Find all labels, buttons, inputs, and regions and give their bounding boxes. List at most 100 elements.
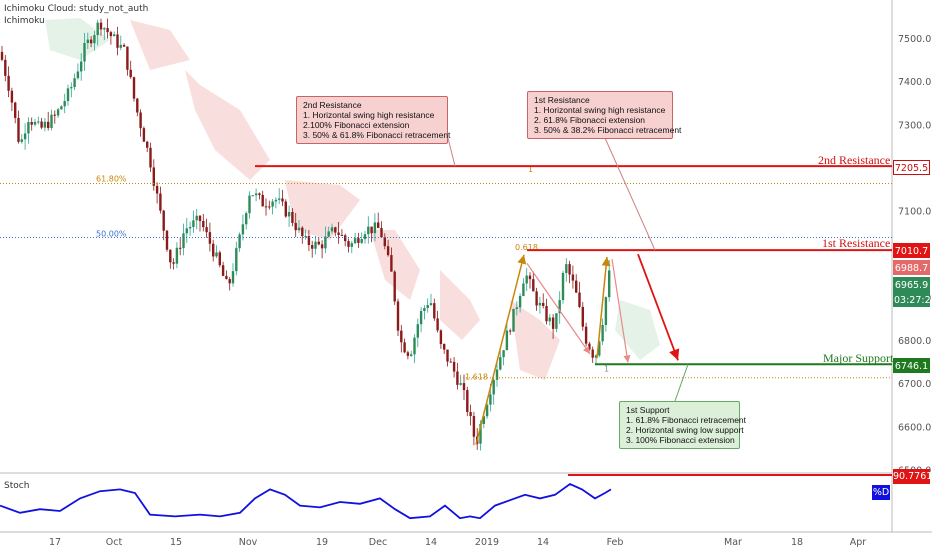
candle-body — [169, 249, 172, 263]
x-tick-label: Feb — [607, 537, 624, 548]
first-support-note[interactable]: 1st Support 1. 61.8% Fibonacci retraceme… — [619, 401, 746, 449]
candle-body — [456, 371, 459, 385]
candle-body — [76, 71, 80, 79]
candle-body — [330, 227, 334, 232]
candle-body — [238, 234, 241, 249]
candle-body — [525, 275, 528, 284]
candle-body — [241, 224, 245, 235]
y-tick-label: 7100.0 — [898, 207, 931, 218]
candle-body — [301, 227, 304, 237]
ichimoku-cloud-region — [615, 300, 660, 360]
candle-body — [43, 121, 47, 128]
candle-body — [99, 22, 103, 30]
candle-body — [386, 246, 390, 256]
candle-body — [423, 308, 426, 312]
candle-body — [264, 206, 268, 208]
candle-body — [228, 279, 231, 284]
candle-body — [518, 295, 522, 308]
ichimoku-cloud-region — [370, 230, 420, 300]
candle-body — [63, 101, 66, 107]
stoch-d-text: %D — [872, 487, 890, 498]
candle-body — [383, 237, 386, 247]
candle-body — [452, 361, 456, 372]
x-tick-label: Oct — [106, 537, 123, 548]
candle-body — [551, 317, 555, 329]
candle-body — [584, 326, 588, 344]
indicator-legend-ichimoku[interactable]: Ichimoku — [4, 16, 45, 26]
candle-body — [152, 167, 155, 186]
indicator-legend-cloud[interactable]: Ichimoku Cloud: study_not_auth — [4, 4, 149, 14]
candle-body — [53, 114, 56, 116]
candle-body — [106, 28, 109, 33]
candle-body — [23, 133, 27, 140]
x-tick-label: 18 — [791, 537, 803, 548]
price-tag-last: 6965.9 — [893, 277, 930, 292]
callout-connector — [604, 137, 656, 251]
candle-body — [542, 303, 545, 306]
stoch-value: 90.7761 — [893, 471, 932, 482]
candle-body — [608, 270, 611, 298]
stoch-label[interactable]: Stoch — [4, 481, 30, 491]
candle-body — [235, 248, 238, 272]
candle-body — [139, 112, 142, 129]
candle-body — [205, 227, 208, 233]
candle-body — [390, 255, 393, 272]
candle-body — [571, 274, 575, 281]
candle-body — [591, 349, 594, 358]
x-tick-label: 2019 — [475, 537, 499, 548]
candle-body — [522, 283, 525, 296]
candle-body — [195, 215, 198, 221]
candle-body — [4, 59, 7, 76]
note-line: 1. Horizontal swing high resistance — [534, 105, 666, 115]
fib-ext1-label: 1 — [528, 165, 533, 174]
stoch-line — [0, 482, 612, 520]
candle-body — [297, 227, 301, 231]
note-line: 1st Resistance — [534, 95, 590, 105]
note-line: 2. Horizontal swing low support — [626, 425, 744, 435]
candle-body — [446, 349, 449, 362]
candle-body — [311, 245, 314, 249]
candle-body — [509, 330, 512, 332]
candle-body — [66, 88, 70, 102]
candle-body — [40, 121, 43, 128]
candle-body — [202, 221, 205, 228]
candle-body — [278, 198, 281, 200]
candle-body — [377, 222, 380, 228]
note-line: 3. 50% & 61.8% Fibonacci retracement — [303, 130, 451, 140]
y-tick-label: 7500.0 — [898, 34, 931, 45]
price-tag-second-resistance: 7205.5 — [893, 160, 930, 175]
second-resistance-note[interactable]: 2nd Resistance 1. Horizontal swing high … — [296, 96, 451, 144]
candle-body — [155, 185, 159, 194]
correction-arrow-2 — [611, 258, 631, 363]
stoch-d-badge: %D — [872, 485, 890, 500]
candle-body — [344, 235, 347, 242]
candle-body — [393, 271, 396, 302]
candle-body — [314, 241, 317, 249]
candle-body — [159, 193, 162, 211]
candle-body — [439, 330, 443, 345]
price-tag-first-resistance: 7010.7 — [893, 243, 930, 258]
candle-body — [495, 369, 499, 380]
ichimoku-cloud-region — [185, 70, 270, 180]
candle-body — [433, 303, 436, 319]
y-tick-label: 7400.0 — [898, 77, 931, 88]
candle-body — [449, 361, 452, 363]
candle-body — [350, 243, 353, 247]
candle-body — [469, 412, 472, 417]
candle-body — [20, 139, 23, 142]
candle-body — [462, 383, 466, 391]
candle-body — [162, 210, 165, 231]
note-line: 3. 50% & 38.2% Fibonacci retracement — [534, 125, 682, 135]
candle-body — [604, 297, 608, 325]
first-resistance-label: 1st Resistance — [822, 236, 891, 250]
candle-body — [367, 226, 370, 235]
first-resistance-note[interactable]: 1st Resistance 1. Horizontal swing high … — [527, 91, 682, 139]
candle-body — [96, 22, 99, 36]
projection-arrow — [637, 253, 680, 361]
fib-0618-label: 0.618 — [515, 243, 538, 252]
fib-low1-label: 1 — [604, 364, 609, 373]
candle-body — [215, 252, 218, 257]
candle-body — [86, 39, 89, 44]
candle-body — [122, 45, 126, 47]
